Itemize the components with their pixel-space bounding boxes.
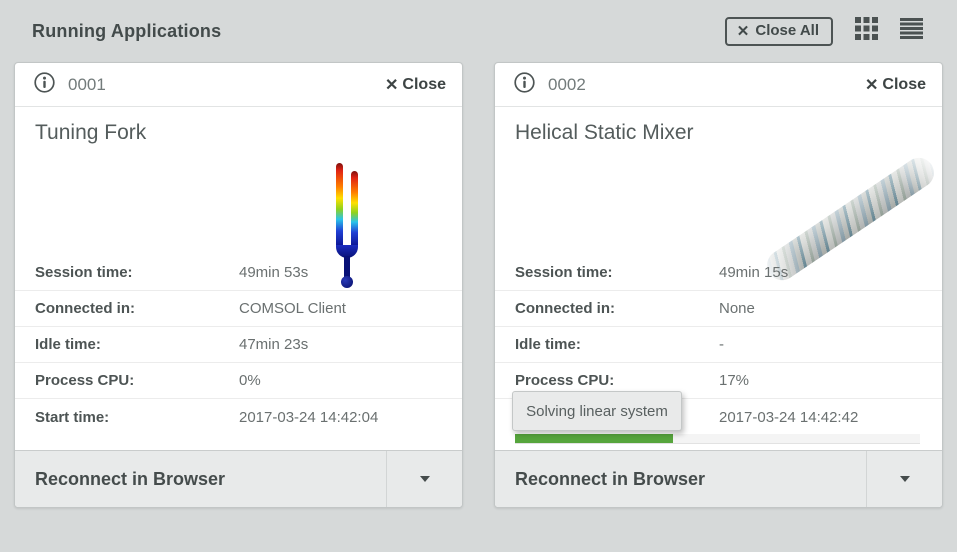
- stat-row-session-time: Session time: 49min 15s: [495, 255, 942, 291]
- solver-status-text: Solving linear system: [526, 402, 668, 420]
- stat-label: Process CPU:: [35, 372, 135, 389]
- stat-row-process-cpu: Process CPU: 0%: [15, 363, 462, 399]
- card-header: 0002 ✕ Close: [495, 63, 942, 107]
- page-title: Running Applications: [32, 20, 222, 41]
- stat-row-start-time: 2017-03-24 14:42:42: [495, 399, 942, 435]
- application-name: Helical Static Mixer: [515, 121, 694, 144]
- stat-value: 47min 23s: [239, 336, 309, 353]
- close-all-button[interactable]: ✕ Close All: [724, 16, 833, 46]
- stat-label: Connected in:: [515, 300, 615, 317]
- solver-status-tooltip: Solving linear system: [512, 391, 682, 431]
- stat-value: 0%: [239, 372, 261, 389]
- stat-value: 49min 53s: [239, 264, 309, 281]
- running-applications-list: 0001 ✕ Close Tuning Fork Session time: 4…: [0, 62, 957, 508]
- reconnect-label: Reconnect in Browser: [515, 468, 706, 489]
- stat-label: Connected in:: [35, 300, 135, 317]
- app-card-0002: 0002 ✕ Close Helical Static Mixer Sessio…: [494, 62, 943, 508]
- stat-value: 17%: [719, 372, 750, 389]
- info-icon[interactable]: [33, 71, 56, 99]
- card-content: Helical Static Mixer Session time: 49min…: [495, 107, 942, 450]
- stat-label: Session time:: [515, 264, 613, 281]
- close-session-button[interactable]: ✕ Close: [865, 75, 926, 95]
- close-label: Close: [882, 75, 926, 93]
- stat-value: 2017-03-24 14:42:42: [719, 408, 859, 426]
- stat-label: Session time:: [35, 264, 133, 281]
- stat-value: 49min 15s: [719, 264, 789, 281]
- close-session-button[interactable]: ✕ Close: [385, 75, 446, 95]
- stat-label: Idle time:: [515, 336, 581, 353]
- session-stats-table: Session time: 49min 15s Connected in: No…: [495, 255, 942, 435]
- stat-value: -: [719, 336, 724, 353]
- grid-view-icon[interactable]: [855, 17, 878, 45]
- app-card-0001: 0001 ✕ Close Tuning Fork Session time: 4…: [14, 62, 463, 508]
- info-icon[interactable]: [513, 71, 536, 99]
- reconnect-in-browser-button[interactable]: Reconnect in Browser: [495, 451, 867, 507]
- stat-row-start-time: Start time: 2017-03-24 14:42:04: [15, 399, 462, 435]
- stat-row-idle-time: Idle time: 47min 23s: [15, 327, 462, 363]
- tuning-fork-preview-image: [334, 163, 370, 289]
- stat-label: Start time:: [35, 408, 110, 426]
- stat-row-connected-in: Connected in: None: [495, 291, 942, 327]
- close-icon: ✕: [736, 22, 750, 40]
- solver-progress-bar: [515, 434, 920, 444]
- stat-row-process-cpu: Process CPU: 17%: [495, 363, 942, 399]
- card-footer: Reconnect in Browser: [495, 450, 942, 507]
- session-id: 0002: [548, 74, 586, 94]
- card-footer: Reconnect in Browser: [15, 450, 462, 507]
- stat-row-session-time: Session time: 49min 53s: [15, 255, 462, 291]
- reconnect-label: Reconnect in Browser: [35, 468, 226, 489]
- stat-row-idle-time: Idle time: -: [495, 327, 942, 363]
- stat-value: 2017-03-24 14:42:04: [239, 408, 379, 426]
- close-icon: ✕: [865, 76, 879, 94]
- reconnect-dropdown-toggle[interactable]: [387, 451, 462, 507]
- progress-fill: [515, 434, 673, 443]
- close-icon: ✕: [385, 76, 399, 94]
- caret-down-icon: [899, 476, 910, 482]
- top-bar: Running Applications ✕ Close All: [0, 0, 957, 62]
- stat-value: COMSOL Client: [239, 300, 346, 317]
- application-name: Tuning Fork: [35, 121, 147, 144]
- close-all-label: Close All: [755, 22, 819, 39]
- stat-row-connected-in: Connected in: COMSOL Client: [15, 291, 462, 327]
- card-header: 0001 ✕ Close: [15, 63, 462, 107]
- caret-down-icon: [419, 476, 430, 482]
- header-controls: ✕ Close All: [724, 16, 923, 46]
- session-id: 0001: [68, 74, 106, 94]
- close-label: Close: [402, 75, 446, 93]
- reconnect-dropdown-toggle[interactable]: [867, 451, 942, 507]
- stat-label: Process CPU:: [515, 372, 615, 389]
- list-view-icon[interactable]: [900, 17, 923, 45]
- stat-value: None: [719, 300, 755, 317]
- session-stats-table: Session time: 49min 53s Connected in: CO…: [15, 255, 462, 435]
- reconnect-in-browser-button[interactable]: Reconnect in Browser: [15, 451, 387, 507]
- stat-label: Idle time:: [35, 336, 101, 353]
- card-content: Tuning Fork Session time: 49min 53s Conn…: [15, 107, 462, 450]
